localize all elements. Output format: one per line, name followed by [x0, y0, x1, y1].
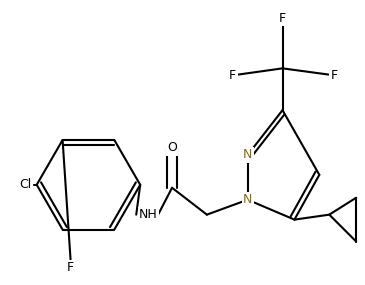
Text: N: N [243, 193, 252, 206]
Text: O: O [167, 141, 177, 154]
Text: F: F [229, 69, 236, 82]
Text: F: F [67, 261, 74, 274]
Text: F: F [279, 12, 286, 25]
Text: NH: NH [139, 208, 158, 221]
Text: F: F [331, 69, 338, 82]
Text: N: N [243, 148, 252, 161]
Text: Cl: Cl [20, 178, 32, 191]
